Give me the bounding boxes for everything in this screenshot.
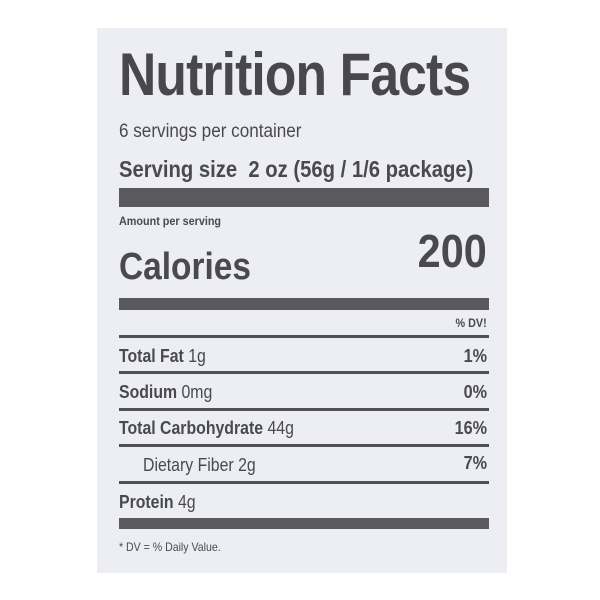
divider [119, 371, 489, 374]
thick-divider [119, 188, 489, 207]
nutrient-name: Protein [119, 492, 174, 512]
dv-text: 7% [463, 453, 487, 473]
bottom-divider [119, 518, 489, 529]
footnote-text: * DV = % Daily Value. [119, 540, 221, 554]
divider [119, 408, 489, 411]
nutrition-label: Nutrition Facts 6 servings per container… [97, 28, 507, 573]
label-title: Nutrition Facts [119, 40, 527, 109]
serving-size-label: Serving size [119, 156, 238, 182]
nutrient-name: Total Carbohydrate [119, 418, 264, 438]
servings-text: 6 servings per container [119, 121, 302, 142]
nutrient-name: Sodium [119, 382, 178, 402]
nutrient-amount: 0mg [181, 382, 213, 402]
nutrient-row-dietary-fiber: Dietary Fiber 2g [143, 455, 271, 476]
dv-text: 0% [463, 382, 487, 402]
servings-per-container: 6 servings per container [119, 121, 322, 143]
nutrient-row-protein: Protein 4g [119, 492, 206, 513]
dv-text: 16% [454, 418, 487, 438]
calories-value: 200 [410, 224, 487, 278]
serving-size-row: Serving size 2 oz (56g / 1/6 package) [119, 156, 522, 183]
calories-label: Calories [119, 246, 269, 289]
nutrient-row-total-carbohydrate: Total Carbohydrate 44g [119, 418, 318, 439]
amount-per-serving: Amount per serving [119, 214, 232, 228]
dv-header-text: % DV! [455, 316, 487, 330]
footnote: * DV = % Daily Value. [119, 540, 235, 554]
nutrient-amount: 1g [188, 346, 206, 366]
nutrient-dv: 16% [451, 418, 487, 439]
amount-text: Amount per serving [119, 214, 222, 228]
medium-divider [119, 298, 489, 310]
dv-header: % DV! [452, 316, 487, 330]
divider [119, 444, 489, 447]
nutrient-row-total-fat: Total Fat 1g [119, 346, 218, 367]
nutrient-name: Dietary Fiber [143, 455, 234, 475]
nutrient-amount: 2g [238, 455, 256, 475]
calories-text: Calories [119, 246, 251, 288]
nutrient-dv: 1% [461, 346, 487, 367]
divider [119, 481, 489, 484]
nutrient-amount: 44g [267, 418, 294, 438]
nutrient-dv: 7% [461, 453, 487, 474]
calories-number: 200 [417, 225, 487, 277]
nutrient-dv: 0% [461, 382, 487, 403]
serving-size-value: 2 oz (56g / 1/6 package) [248, 156, 474, 182]
dv-text: 1% [463, 346, 487, 366]
title-text: Nutrition Facts [119, 41, 471, 108]
nutrient-row-sodium: Sodium 0mg [119, 382, 225, 403]
nutrient-name: Total Fat [119, 346, 184, 366]
nutrient-amount: 4g [177, 492, 196, 512]
divider [119, 335, 489, 338]
